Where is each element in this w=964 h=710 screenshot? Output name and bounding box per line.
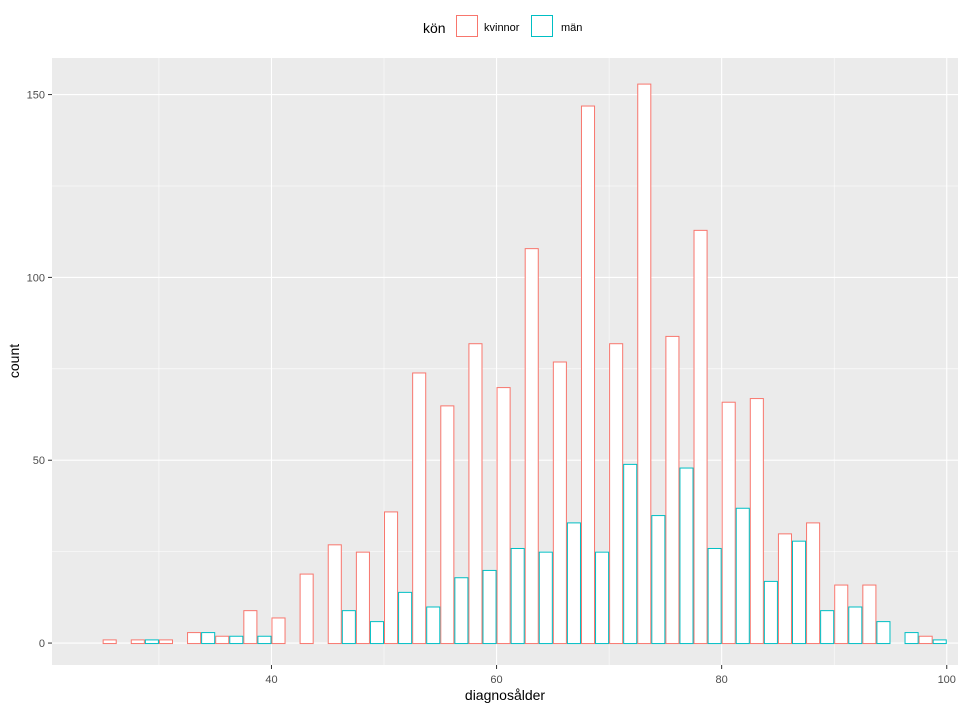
bar-man xyxy=(595,551,610,645)
bar-kvinnor xyxy=(552,361,567,645)
bar-man xyxy=(904,632,919,645)
bar-kvinnor xyxy=(327,544,342,645)
bar-kvinnor xyxy=(412,372,427,645)
x-tick-label: 40 xyxy=(265,674,277,686)
bar-man xyxy=(679,467,694,645)
bar-man xyxy=(398,591,413,645)
legend-label-kvinnor: kvinnor xyxy=(484,22,520,34)
y-tick-label: 150 xyxy=(27,90,45,102)
bar-man xyxy=(932,639,947,645)
bar-kvinnor xyxy=(749,398,764,645)
bar-kvinnor xyxy=(384,511,399,645)
bar-man xyxy=(257,635,272,645)
y-axis-title: count xyxy=(6,344,22,378)
y-axis: 0 50 100 150 xyxy=(27,90,52,650)
bar-kvinnor xyxy=(609,343,624,645)
bar-kvinnor xyxy=(271,617,286,645)
bar-man xyxy=(763,580,778,645)
bar-kvinnor xyxy=(777,533,792,645)
bar-man xyxy=(426,606,441,645)
x-tick-label: 100 xyxy=(938,674,956,686)
y-tick-label: 100 xyxy=(27,272,45,284)
bar-man xyxy=(510,547,525,645)
x-axis-title: diagnosålder xyxy=(465,687,546,703)
bar-man xyxy=(538,551,553,645)
bar-kvinnor xyxy=(102,639,117,645)
bar-man xyxy=(707,547,722,645)
bar-man xyxy=(820,610,835,645)
bar-kvinnor xyxy=(580,105,596,645)
legend: kön kvinnor män xyxy=(423,15,582,37)
bar-man xyxy=(201,632,216,645)
bar-kvinnor xyxy=(440,405,455,645)
bar-man xyxy=(369,621,385,645)
bar-kvinnor xyxy=(637,83,652,645)
bar-kvinnor xyxy=(693,229,708,645)
bar-kvinnor xyxy=(130,639,145,645)
bar-kvinnor xyxy=(721,401,736,645)
bars xyxy=(102,83,947,645)
grid-minor xyxy=(52,58,958,665)
y-tick-label: 0 xyxy=(39,638,45,650)
bar-man xyxy=(735,507,750,645)
bar-kvinnor xyxy=(187,632,202,645)
bar-man xyxy=(876,621,891,645)
bar-man xyxy=(341,610,356,645)
bar-kvinnor xyxy=(468,343,483,645)
bar-kvinnor xyxy=(524,248,539,645)
bar-kvinnor xyxy=(355,551,370,645)
bar-man xyxy=(144,639,159,645)
bar-man xyxy=(848,606,863,645)
bar-man xyxy=(229,635,244,645)
bar-man xyxy=(566,522,581,645)
bar-kvinnor xyxy=(496,387,511,645)
legend-key-man xyxy=(531,15,553,37)
bar-man xyxy=(623,463,638,645)
bar-man xyxy=(482,569,497,645)
legend-key-kvinnor xyxy=(456,15,478,37)
bar-kvinnor xyxy=(665,335,680,645)
bar-kvinnor xyxy=(243,610,258,645)
bar-kvinnor xyxy=(918,635,933,645)
x-tick-label: 60 xyxy=(490,674,502,686)
bar-man xyxy=(454,577,469,645)
bar-kvinnor xyxy=(834,584,849,645)
bar-man xyxy=(791,540,807,645)
bar-kvinnor xyxy=(158,639,173,645)
legend-label-man: män xyxy=(561,22,582,34)
bar-man xyxy=(651,515,666,645)
legend-title: kön xyxy=(423,20,446,36)
bar-kvinnor xyxy=(215,635,230,645)
x-axis: 40 60 80 100 xyxy=(265,665,956,686)
bar-kvinnor xyxy=(862,584,877,645)
bar-kvinnor xyxy=(806,522,821,645)
y-tick-label: 50 xyxy=(33,455,45,467)
x-tick-label: 80 xyxy=(716,674,728,686)
bar-kvinnor xyxy=(299,573,314,645)
